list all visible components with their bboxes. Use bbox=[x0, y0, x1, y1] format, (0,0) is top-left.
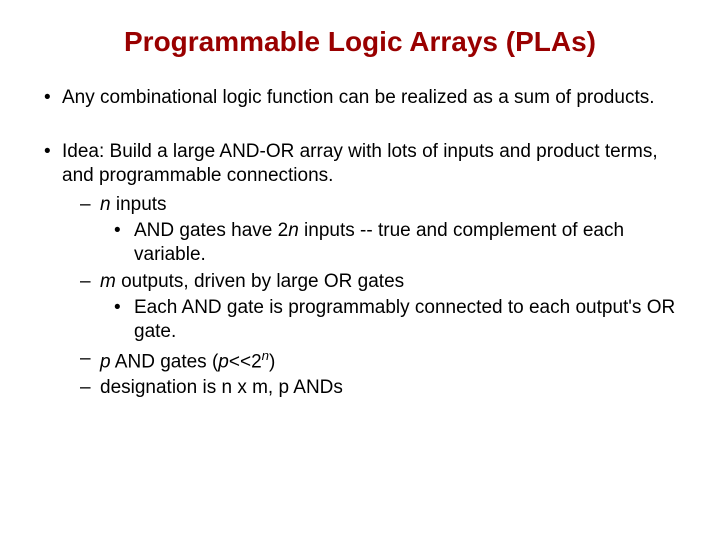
subsub-bullet-item: • AND gates have 2n inputs -- true and c… bbox=[40, 219, 680, 268]
italic-var: p bbox=[218, 351, 229, 372]
text-span: ) bbox=[269, 351, 275, 372]
italic-var: n bbox=[288, 220, 299, 241]
text-span: <<2 bbox=[229, 351, 262, 372]
text-span: AND gates ( bbox=[111, 351, 219, 372]
bullet-dash: – bbox=[80, 376, 100, 400]
subsub-bullet-text: Each AND gate is programmably connected … bbox=[134, 296, 680, 345]
sub-bullet-text: n inputs bbox=[100, 193, 680, 217]
superscript: n bbox=[262, 348, 269, 363]
bullet-dash: – bbox=[80, 270, 100, 294]
bullet-dot: • bbox=[114, 296, 134, 345]
bullet-text: Any combinational logic function can be … bbox=[62, 86, 680, 110]
italic-var: n bbox=[100, 194, 111, 215]
italic-var: m bbox=[100, 271, 116, 292]
italic-var: p bbox=[100, 351, 111, 372]
spacer bbox=[40, 114, 680, 140]
text-span: outputs, driven by large OR gates bbox=[116, 271, 404, 292]
bullet-dot: • bbox=[114, 219, 134, 268]
sub-bullet-text: m outputs, driven by large OR gates bbox=[100, 270, 680, 294]
text-span: AND gates have 2 bbox=[134, 220, 288, 241]
bullet-dash: – bbox=[80, 347, 100, 375]
sub-bullet-item: – n inputs bbox=[40, 193, 680, 217]
subsub-bullet-text: AND gates have 2n inputs -- true and com… bbox=[134, 219, 680, 268]
bullet-item: • Any combinational logic function can b… bbox=[40, 86, 680, 110]
bullet-dot: • bbox=[40, 140, 62, 189]
bullet-dash: – bbox=[80, 193, 100, 217]
sub-bullet-item: – p AND gates (p<<2n) bbox=[40, 347, 680, 375]
slide-title: Programmable Logic Arrays (PLAs) bbox=[40, 24, 680, 60]
bullet-dot: • bbox=[40, 86, 62, 110]
sub-bullet-item: – designation is n x m, p ANDs bbox=[40, 376, 680, 400]
bullet-item: • Idea: Build a large AND-OR array with … bbox=[40, 140, 680, 189]
sub-bullet-text: p AND gates (p<<2n) bbox=[100, 347, 680, 375]
sub-bullet-text: designation is n x m, p ANDs bbox=[100, 376, 680, 400]
bullet-text: Idea: Build a large AND-OR array with lo… bbox=[62, 140, 680, 189]
sub-bullet-item: – m outputs, driven by large OR gates bbox=[40, 270, 680, 294]
text-span: inputs bbox=[111, 194, 167, 215]
subsub-bullet-item: • Each AND gate is programmably connecte… bbox=[40, 296, 680, 345]
